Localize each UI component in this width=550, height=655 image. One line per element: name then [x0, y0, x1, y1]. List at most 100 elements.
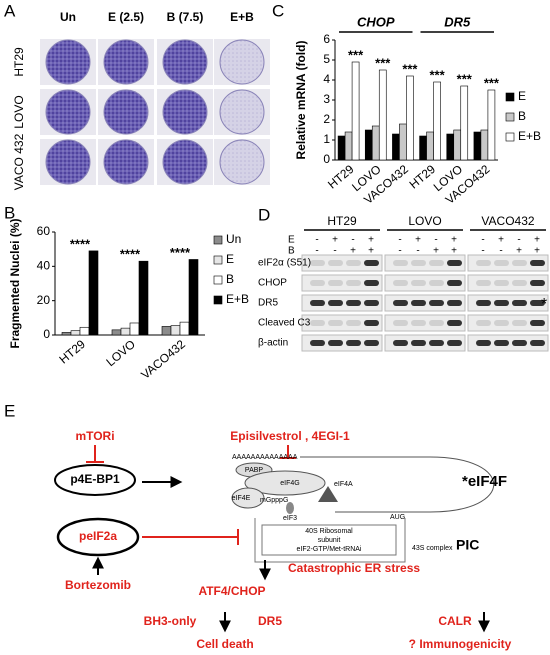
- panel-label: B: [4, 203, 15, 222]
- group-label: CHOP: [357, 14, 395, 29]
- band: [310, 300, 325, 306]
- plate: [45, 39, 91, 85]
- node: [56, 517, 140, 557]
- bar: [88, 250, 99, 336]
- x-tick-label: VACO432: [138, 337, 188, 382]
- panel-label: A: [4, 1, 16, 20]
- bar: [188, 259, 199, 336]
- band: [393, 320, 408, 326]
- effect-label: Catastrophic ER stress: [288, 561, 420, 575]
- inhibit-arrow: [142, 529, 239, 545]
- significance: ***: [348, 47, 364, 62]
- cell-line-label: HT29: [327, 214, 357, 228]
- treatment-sign: -: [315, 246, 318, 257]
- y-tick-label: 3: [323, 92, 330, 106]
- band: [429, 280, 444, 286]
- band: [393, 300, 408, 306]
- bar: [138, 260, 149, 336]
- band: [411, 300, 426, 306]
- x-tick-label: HT29: [56, 337, 88, 367]
- treatment-sign: -: [481, 235, 484, 246]
- treatment-sign: -: [315, 235, 318, 246]
- legend-label: E+B: [226, 292, 249, 306]
- diagram-label: PABP: [245, 467, 263, 474]
- diagram-label: AUG: [390, 514, 405, 521]
- band: [364, 280, 379, 286]
- bar: [446, 133, 455, 161]
- bracket: [254, 518, 406, 563]
- y-tick-label: 0: [43, 327, 50, 341]
- legend-label: B: [226, 272, 234, 286]
- band: [512, 300, 527, 306]
- band: [512, 340, 527, 346]
- pathway-diagram: mTORi p4E-BP1 Episilvestrol , 4EGI-1 AAA…: [54, 429, 512, 651]
- plate: [219, 89, 265, 135]
- y-axis-label: Fragmented Nuclei (%): [8, 218, 22, 348]
- band: [364, 340, 379, 346]
- band: [346, 260, 361, 266]
- drug-label: Bortezomib: [65, 578, 131, 592]
- blot-label: DR5: [258, 298, 278, 309]
- band: [494, 320, 509, 326]
- complex-label: *eIF4F: [462, 473, 507, 490]
- y-tick-label: 5: [323, 52, 330, 66]
- row-label: HT29: [12, 47, 26, 77]
- x-tick-label: LOVO: [103, 337, 138, 369]
- legend-label: B: [518, 109, 526, 123]
- band: [411, 280, 426, 286]
- protein: [231, 487, 265, 509]
- bar: [120, 327, 131, 336]
- legend-swatch: [213, 235, 223, 245]
- treatment-sign: -: [398, 235, 401, 246]
- significance: ****: [170, 245, 191, 260]
- blot-label: eIF2α (S51): [258, 258, 311, 269]
- band: [447, 320, 462, 326]
- box-label: 40S Ribosomal: [305, 528, 353, 535]
- bar: [364, 129, 373, 161]
- node-label: p4E-BP1: [70, 472, 120, 486]
- band: [512, 280, 527, 286]
- bar: [480, 129, 489, 161]
- effect-label: ? Immunogenicity: [409, 637, 512, 651]
- plate: [103, 89, 149, 135]
- treatment-sign: -: [333, 246, 336, 257]
- box: [261, 524, 397, 556]
- treatment-sign: -: [351, 235, 354, 246]
- treatment-label: B: [288, 246, 295, 257]
- band: [530, 320, 545, 326]
- cell-line-label: LOVO: [408, 214, 441, 228]
- treatment-sign: +: [451, 246, 457, 257]
- legend-swatch: [213, 275, 223, 285]
- treatment-sign: -: [416, 246, 419, 257]
- inhibit-arrow: [86, 445, 104, 463]
- row-label: LOVO: [12, 95, 26, 128]
- plate: [45, 139, 91, 185]
- column-label: E+B: [230, 10, 254, 24]
- band: [494, 280, 509, 286]
- treatment-sign: +: [332, 235, 338, 246]
- bar: [79, 326, 90, 336]
- bar: [70, 330, 81, 336]
- blot-label: Cleaved C3: [258, 318, 311, 329]
- treatment-label: E: [288, 235, 295, 246]
- band: [530, 300, 545, 306]
- plate: [219, 139, 265, 185]
- bar: [337, 135, 346, 161]
- band: [530, 280, 545, 286]
- diagram-label: 43S complex: [412, 545, 453, 552]
- complex-label: PIC: [456, 537, 479, 553]
- band: [411, 340, 426, 346]
- plate: [162, 89, 208, 135]
- bar: [129, 322, 140, 336]
- protein: [244, 470, 326, 496]
- treatment-sign: +: [498, 235, 504, 246]
- band: [476, 280, 491, 286]
- bar: [460, 85, 469, 161]
- y-tick-label: 1: [323, 132, 330, 146]
- bar: [433, 81, 441, 161]
- panel-label: D: [258, 205, 270, 224]
- significance: ***: [429, 67, 445, 82]
- group-label: DR5: [444, 14, 471, 29]
- band: [512, 320, 527, 326]
